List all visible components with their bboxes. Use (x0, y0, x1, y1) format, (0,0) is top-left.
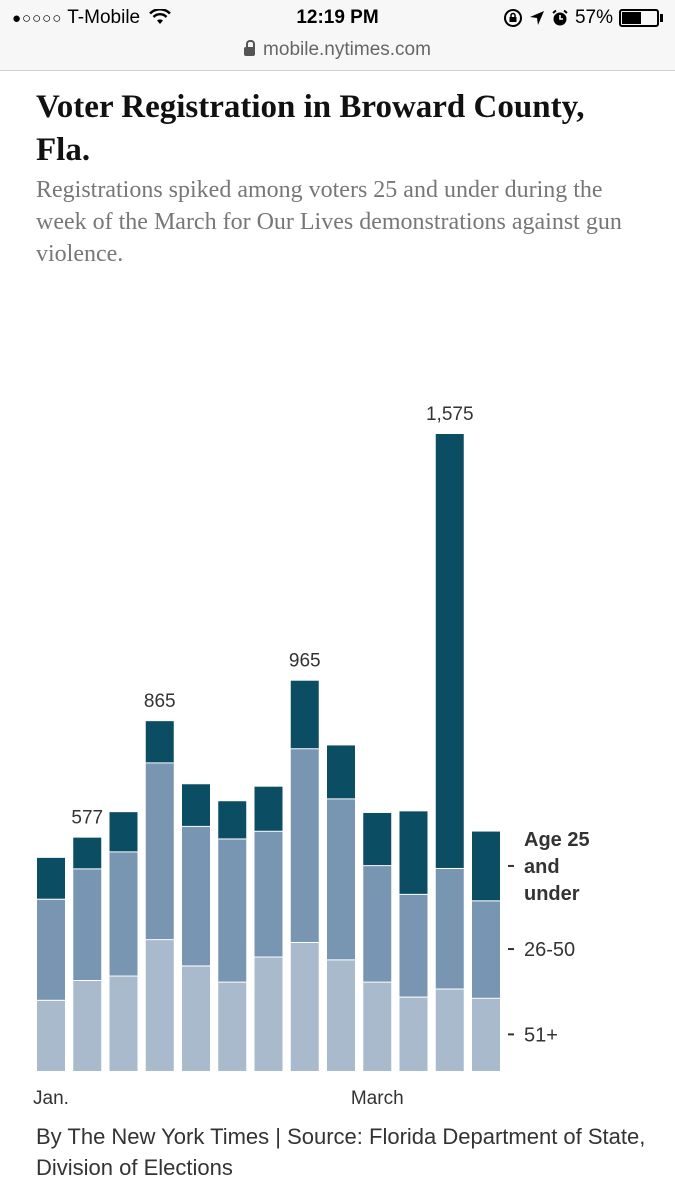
data-label-1: 577 (71, 808, 103, 829)
bar-segment-51-plus-9 (363, 981, 392, 1071)
bar-segment-51-plus-8 (327, 959, 355, 1071)
bar-segment-26-50-9 (363, 865, 392, 982)
bar-segment-26-50-6 (254, 830, 283, 957)
bar-segment-25-under-8 (327, 745, 355, 799)
url-text[interactable]: mobile.nytimes.com (263, 38, 431, 60)
bar-segment-51-plus-10 (399, 996, 428, 1071)
bar-segment-51-plus-0 (37, 999, 65, 1071)
carrier-group: ●○○○○ T-Mobile (12, 7, 172, 29)
bar-segment-51-plus-6 (254, 956, 283, 1071)
bar-segment-26-50-5 (218, 838, 247, 982)
bar-segment-26-50-2 (109, 851, 138, 976)
wifi-icon (149, 8, 172, 24)
legend-label-25-under-0: Age 25 (524, 829, 590, 851)
clock-time: 12:19 PM (296, 7, 379, 28)
data-label-7: 965 (289, 651, 321, 672)
bar-segment-25-under-5 (218, 801, 247, 839)
bar-segment-26-50-1 (73, 868, 102, 980)
x-tick-label-0: Jan. (33, 1088, 69, 1109)
legend-label-26-50-0: 26-50 (524, 939, 575, 961)
bar-segment-26-50-11 (435, 867, 464, 989)
bar-segment-51-plus-2 (109, 975, 138, 1071)
bar-segment-26-50-7 (290, 748, 319, 942)
battery-tip (660, 14, 663, 22)
bar-segment-51-plus-11 (435, 988, 464, 1071)
bar-segment-25-under-7 (290, 680, 319, 749)
address-bar[interactable]: mobile.nytimes.com (0, 36, 675, 71)
battery-percent: 57% (574, 7, 613, 28)
status-right-group: 57% (503, 7, 663, 29)
stacked-bar-chart: 577 865 965 1,575 Jan. March Age 25 and under 26-… (33, 404, 590, 1109)
bar-segment-51-plus-1 (73, 980, 102, 1071)
bar-segment-26-50-3 (145, 762, 174, 940)
bar-segment-25-under-12 (472, 831, 500, 901)
legend-label-25-under-1: and (524, 856, 560, 878)
lock-icon (244, 40, 256, 56)
bar-segment-25-under-11 (435, 434, 464, 868)
bar-segment-51-plus-4 (182, 965, 210, 1071)
legend-label-25-under-2: under (524, 883, 580, 905)
legend-label-51-plus-0: 51+ (524, 1024, 558, 1046)
bar-segment-25-under-1 (73, 837, 102, 869)
data-label-3: 865 (144, 691, 176, 712)
bar-segment-25-under-6 (254, 786, 283, 831)
alarm-clock-icon (552, 9, 568, 26)
bar-segment-25-under-3 (145, 721, 174, 763)
signal-strength-icon: ●○○○○ (12, 10, 63, 27)
bar-segment-25-under-9 (363, 812, 392, 866)
bar-segment-26-50-12 (472, 900, 500, 998)
data-label-11: 1,575 (426, 404, 474, 425)
bar-segment-26-50-8 (327, 798, 355, 960)
bar-segment-26-50-4 (182, 825, 210, 966)
page-title: Voter Registration in Broward County, Fl… (36, 89, 585, 168)
x-tick-label-9: March (351, 1088, 404, 1109)
battery-icon (619, 9, 659, 27)
bar-segment-26-50-0 (37, 898, 65, 1000)
bar-segment-51-plus-12 (472, 997, 500, 1071)
carrier-name: T-Mobile (67, 7, 141, 28)
bar-segment-25-under-10 (399, 811, 428, 894)
bar-segment-51-plus-7 (290, 941, 319, 1071)
bar-segment-26-50-10 (399, 893, 428, 997)
bar-segment-51-plus-3 (145, 939, 174, 1071)
chart-subtitle: Registrations spiked among voters 25 and… (36, 177, 622, 267)
bar-segment-25-under-2 (109, 812, 138, 852)
bar-segment-25-under-4 (182, 784, 210, 826)
location-arrow-icon (529, 11, 544, 25)
source-credit: By The New York Times | Source: Florida … (36, 1124, 646, 1180)
rotation-lock-icon (503, 9, 522, 27)
status-bar: ●○○○○ T-Mobile 12:19 PM 57% (0, 0, 675, 36)
battery-level-fill (622, 12, 642, 24)
bar-segment-25-under-0 (37, 857, 65, 899)
bar-segment-51-plus-5 (218, 981, 247, 1071)
